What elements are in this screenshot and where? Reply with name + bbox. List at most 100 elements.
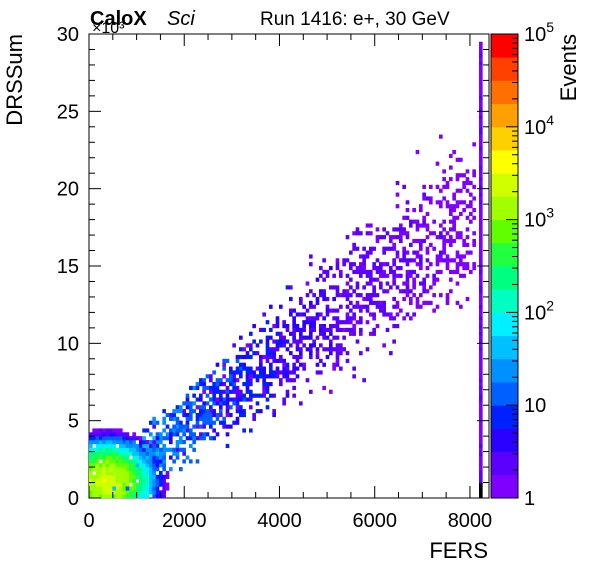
heatmap-cell [192, 436, 196, 441]
heatmap-cell [479, 358, 483, 363]
heatmap-cell [462, 184, 466, 189]
heatmap-cell [292, 335, 296, 340]
heatmap-cell [242, 347, 246, 352]
heatmap-cell [432, 231, 436, 236]
heatmap-cell [129, 440, 133, 445]
heatmap-cell [312, 320, 316, 325]
heatmap-cell [472, 173, 476, 178]
heatmap-cell [335, 354, 340, 360]
heatmap-cell [222, 382, 226, 387]
heatmap-cell [202, 420, 206, 425]
heatmap-cell [352, 331, 356, 336]
heatmap-cell [162, 486, 166, 491]
heatmap-cell [315, 362, 320, 367]
heatmap-cell [239, 412, 243, 418]
heatmap-cell [285, 347, 290, 352]
heatmap-cell [455, 173, 460, 178]
heatmap-cell [472, 262, 476, 267]
heatmap-cell [239, 354, 243, 360]
heatmap-cell [479, 161, 483, 166]
heatmap-cell [412, 238, 416, 244]
heatmap-cell [442, 169, 446, 174]
heatmap-cell [402, 316, 406, 321]
heatmap-cell [455, 157, 460, 162]
heatmap-cell [125, 436, 130, 441]
heatmap-cell [335, 358, 340, 363]
heatmap-cell [102, 428, 106, 433]
heatmap-cell [139, 436, 143, 441]
heatmap-cell [479, 424, 483, 429]
heatmap-cell [345, 281, 350, 286]
heatmap-cell [115, 459, 120, 464]
heatmap-cell [262, 385, 266, 391]
heatmap-cell [459, 188, 463, 193]
heatmap-cell [385, 327, 390, 333]
heatmap-cell [442, 177, 446, 182]
heatmap-cell [212, 420, 216, 425]
heatmap-cell [95, 432, 100, 437]
heatmap-cell [325, 304, 330, 309]
heatmap-cell [369, 281, 373, 286]
heatmap-cell [405, 277, 410, 282]
heatmap-cell [175, 428, 180, 433]
heatmap-cell [99, 486, 103, 491]
heatmap-cell [95, 490, 100, 495]
heatmap-cell [409, 269, 413, 275]
heatmap-cell [479, 370, 483, 375]
heatmap-cell [229, 370, 233, 375]
heatmap-cell [245, 385, 250, 391]
heatmap-cell [245, 397, 250, 402]
heatmap-cell [152, 416, 156, 421]
heatmap-cell [165, 474, 170, 479]
heatmap-cell [202, 405, 206, 410]
heatmap-cell [135, 455, 140, 460]
heatmap-cell [365, 293, 370, 298]
heatmap-cell [365, 296, 370, 302]
color-scale-swatch [491, 451, 518, 476]
heatmap-cell [375, 277, 380, 282]
heatmap-cell [92, 432, 96, 437]
heatmap-cell [245, 370, 250, 375]
heatmap-cell [132, 494, 136, 499]
heatmap-cell [105, 451, 110, 456]
heatmap-cell [415, 238, 420, 244]
heatmap-cell [429, 196, 433, 201]
heatmap-cell [439, 134, 443, 139]
heatmap-cell [92, 490, 96, 495]
heatmap-cell [392, 316, 396, 321]
heatmap-cell [402, 227, 406, 232]
heatmap-cell [479, 486, 483, 491]
heatmap-cell [282, 320, 286, 325]
heatmap-cell [285, 389, 290, 394]
heatmap-cell [402, 184, 406, 189]
heatmap-cell [122, 478, 126, 483]
heatmap-cell [99, 440, 103, 445]
heatmap-cell [405, 312, 410, 317]
heatmap-cell [209, 389, 213, 394]
heatmap-cell [479, 494, 483, 499]
x-axis-title: FERS [429, 538, 488, 563]
heatmap-cell [159, 451, 163, 456]
heatmap-cell [479, 324, 483, 329]
heatmap-cell [162, 443, 166, 449]
heatmap-cell [249, 343, 253, 348]
heatmap-cell [425, 289, 430, 294]
heatmap-cell [275, 370, 280, 375]
heatmap-cell [365, 304, 370, 309]
heatmap-cell [135, 451, 140, 456]
heatmap-cell [285, 393, 290, 398]
heatmap-cell [209, 405, 213, 410]
heatmap-cell [259, 362, 263, 367]
heatmap-cell [479, 382, 483, 387]
heatmap-cell [382, 246, 386, 251]
heatmap-cell [479, 467, 483, 472]
heatmap-cell [312, 293, 316, 298]
heatmap-cell [152, 478, 156, 483]
heatmap-cell [415, 300, 420, 305]
heatmap-cell [345, 312, 350, 317]
heatmap-cell [149, 443, 153, 449]
heatmap-cell [402, 281, 406, 286]
heatmap-cell [199, 416, 203, 421]
heatmap-cell [479, 107, 483, 112]
heatmap-cell [89, 459, 93, 464]
